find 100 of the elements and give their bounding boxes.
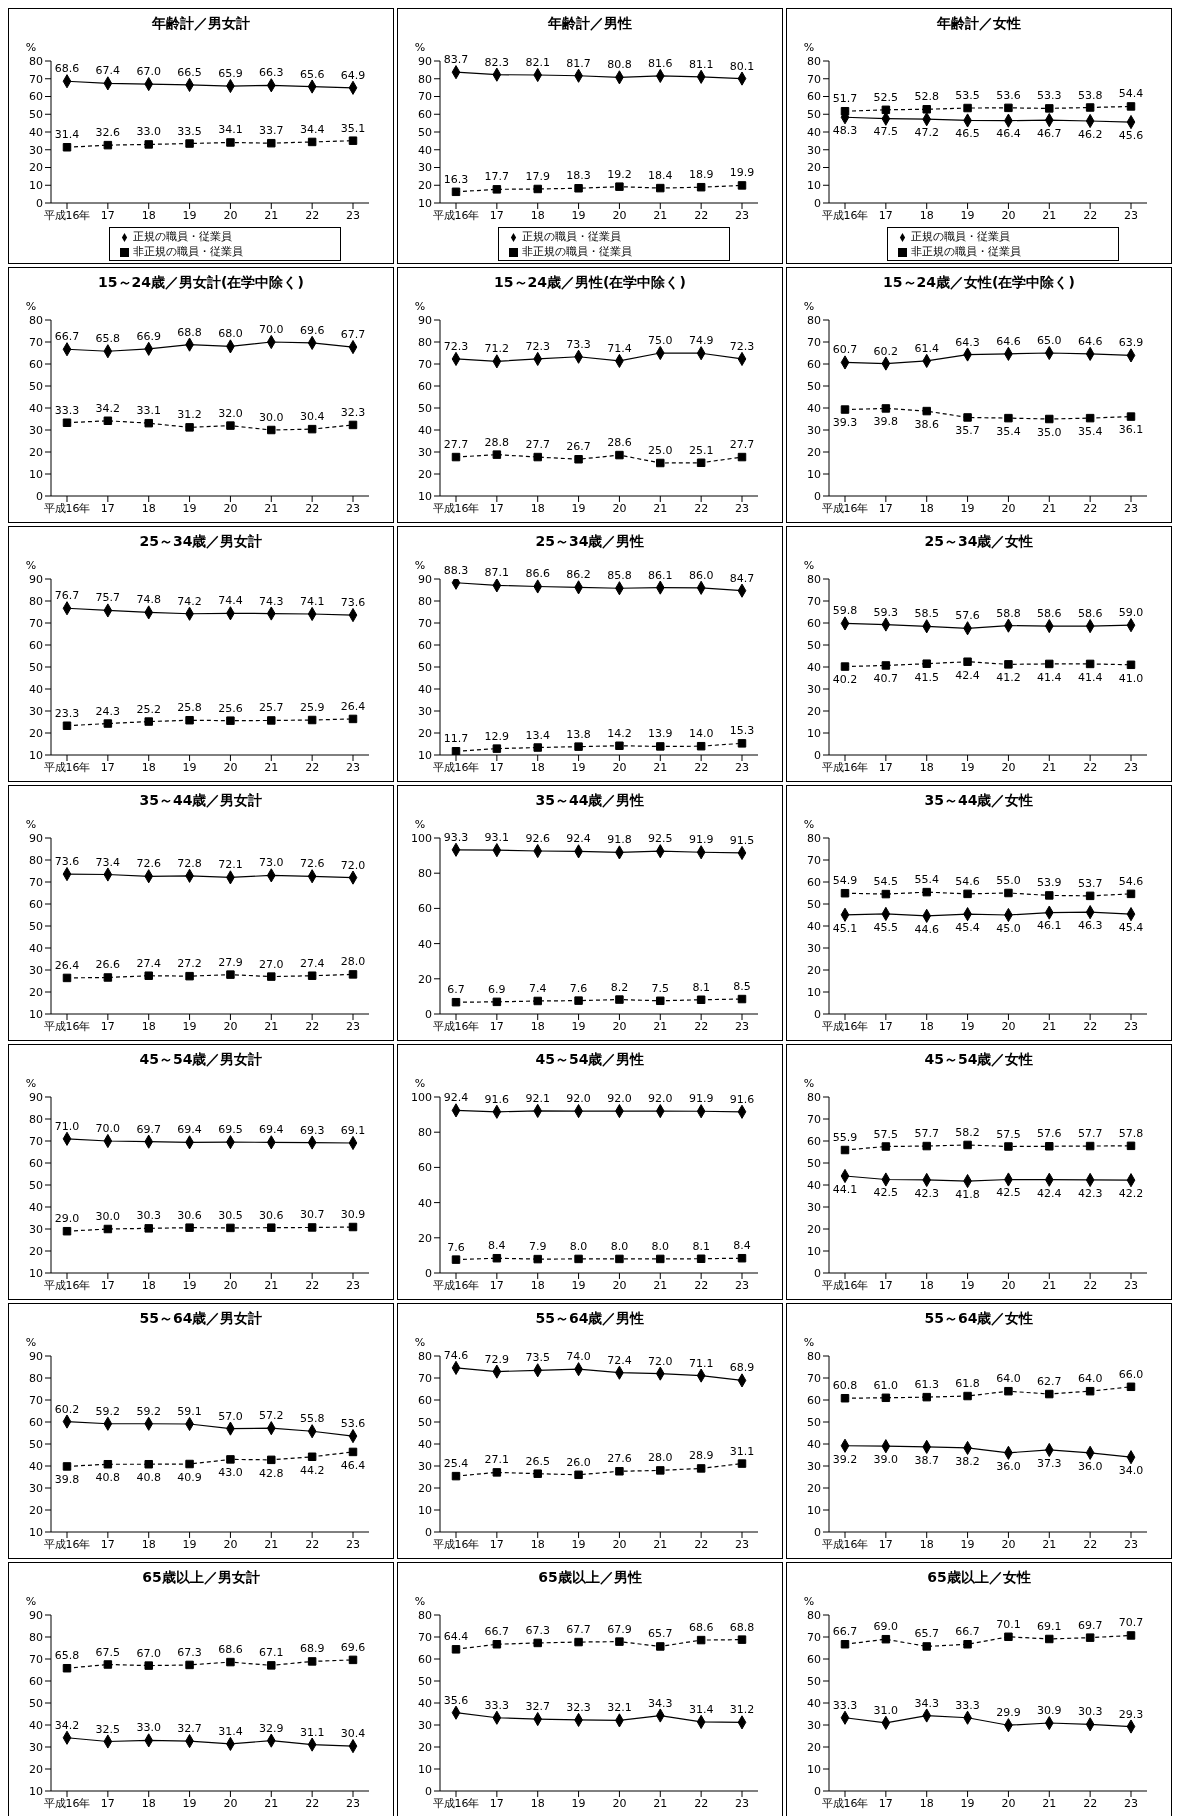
point [533, 1469, 542, 1478]
data-label: 8.2 [610, 980, 629, 994]
data-label: 29.3 [1118, 1707, 1144, 1721]
y-tick-label: 70 [418, 90, 432, 104]
chart-title: 55～64歳／男女計 [138, 1310, 264, 1328]
y-tick-label: 50 [807, 379, 821, 393]
data-label: 25.9 [299, 701, 325, 715]
y-axis-title: % [414, 1595, 426, 1608]
y-tick-label: 20 [418, 972, 432, 986]
data-label: 74.3 [259, 594, 284, 608]
data-label: 18.4 [648, 169, 673, 183]
y-tick-label: 20 [807, 161, 821, 175]
y-tick-label: 20 [29, 1762, 43, 1776]
data-label: 68.0 [218, 327, 243, 341]
data-label: 58.8 [996, 606, 1021, 620]
point [737, 739, 747, 748]
point [267, 972, 276, 981]
data-label: 47.2 [914, 126, 939, 140]
y-tick-label: 60 [29, 357, 43, 371]
y-tick-label: 90 [29, 1349, 43, 1363]
data-label: 57.6 [1037, 1127, 1062, 1141]
data-label: 45.5 [873, 920, 899, 934]
data-label: 66.3 [259, 66, 284, 80]
y-tick-label: 60 [807, 875, 821, 889]
data-label: 60.8 [832, 1379, 858, 1393]
y-tick-label: 30 [29, 1481, 43, 1495]
data-label: 26.6 [95, 958, 121, 972]
data-label: 7.4 [528, 981, 547, 995]
point [492, 1253, 502, 1263]
data-label: 65.7 [648, 1627, 673, 1641]
data-label: 31.2 [177, 408, 202, 422]
data-label: 8.0 [610, 1239, 629, 1253]
point [144, 717, 153, 726]
point [103, 973, 113, 982]
data-label: 8.1 [692, 980, 710, 994]
x-tick-label: 18 [530, 208, 545, 222]
data-label: 74.6 [443, 1348, 469, 1362]
data-label: 33.3 [955, 1698, 980, 1712]
y-tick-label: 30 [29, 1222, 43, 1236]
data-label: 73.0 [259, 856, 284, 870]
data-label: 28.0 [340, 955, 366, 969]
point [226, 138, 235, 147]
y-tick-label: 80 [807, 1608, 821, 1622]
data-label: 35.7 [955, 424, 980, 438]
x-tick-label: 20 [223, 1278, 238, 1292]
x-tick-label: 20 [223, 208, 238, 222]
point [1045, 414, 1054, 424]
chart-title: 35～44歳／男性 [534, 792, 646, 810]
data-label: 31.4 [54, 128, 80, 142]
point [963, 1640, 972, 1649]
point [185, 716, 194, 725]
data-label: 46.4 [340, 1458, 366, 1472]
point [881, 1393, 891, 1403]
data-label: 46.7 [1037, 126, 1062, 140]
data-label: 81.6 [648, 56, 673, 70]
y-tick-label: 60 [29, 638, 43, 652]
y-tick-label: 70 [807, 853, 821, 867]
y-tick-label: 70 [807, 1630, 821, 1644]
x-tick-label: 22 [305, 1537, 320, 1551]
x-tick-label: 21 [653, 501, 668, 515]
y-tick-label: 30 [418, 1718, 432, 1732]
data-label: 64.9 [340, 68, 366, 82]
data-label: 58.6 [1037, 607, 1062, 621]
y-tick-label: 40 [807, 1696, 821, 1710]
y-tick-label: 70 [29, 1652, 43, 1666]
y-tick-label: 20 [418, 1481, 432, 1495]
chart-title: 45～54歳／女性 [923, 1051, 1035, 1069]
data-label: 69.1 [1037, 1619, 1062, 1633]
legend-label: 非正規の職員・従業員 [133, 245, 243, 258]
point [348, 1447, 358, 1457]
y-tick-label: 70 [29, 72, 43, 86]
data-label: 66.7 [955, 1625, 980, 1639]
x-tick-label: 17 [100, 208, 115, 222]
point [451, 747, 461, 755]
data-label: 31.2 [729, 1703, 755, 1717]
y-tick-label: 100 [411, 831, 432, 845]
data-label: 66.7 [484, 1625, 510, 1639]
data-label: 80.1 [729, 59, 755, 73]
x-tick-label: 18 [919, 1537, 934, 1551]
x-tick-label: 18 [919, 760, 934, 774]
x-tick-label: 21 [264, 208, 279, 222]
data-label: 68.6 [218, 1643, 243, 1657]
x-tick-label: 19 [182, 1537, 197, 1551]
x-tick-label: 平成16年 [432, 208, 480, 222]
y-axis-title: % [25, 300, 37, 313]
x-tick-label: 21 [264, 1019, 279, 1033]
x-tick-label: 18 [141, 208, 156, 222]
point [963, 1140, 972, 1150]
x-tick-label: 平成16年 [821, 1019, 869, 1033]
x-tick-label: 平成16年 [821, 501, 869, 515]
x-tick-label: 19 [960, 1019, 975, 1033]
y-axis-title: % [803, 818, 815, 831]
point [492, 579, 502, 593]
data-label: 73.4 [95, 855, 121, 869]
point [1085, 103, 1095, 112]
y-tick-label: 0 [814, 196, 821, 210]
data-label: 57.2 [259, 1409, 284, 1423]
point [696, 182, 706, 192]
y-tick-label: 70 [29, 1393, 43, 1407]
x-tick-label: 17 [100, 1019, 115, 1033]
